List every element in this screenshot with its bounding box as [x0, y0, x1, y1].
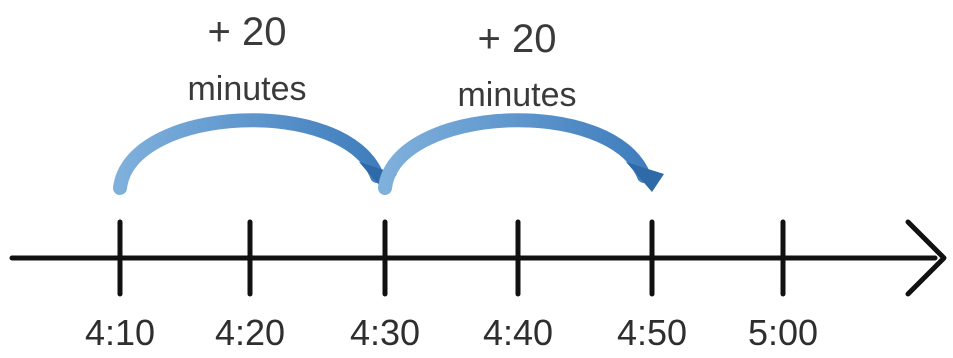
- jump-unit-label: minutes: [457, 76, 576, 114]
- jump-labels: + 20 minutes + 20 minutes: [187, 10, 576, 114]
- tick-label: 4:30: [350, 312, 420, 353]
- tick-label: 4:40: [483, 312, 553, 353]
- axis-arrowhead: [905, 219, 947, 297]
- tick-label: 4:20: [215, 312, 285, 353]
- tick-label: 5:00: [748, 312, 818, 353]
- tick-label: 4:50: [617, 312, 687, 353]
- jump-amount-label: + 20: [208, 10, 287, 54]
- jump-arc: [113, 113, 384, 195]
- tick-label: 4:10: [85, 312, 155, 353]
- jump-arrows: [113, 113, 664, 195]
- tick-labels: 4:10 4:20 4:30 4:40 4:50 5:00: [85, 312, 818, 353]
- jump-arrow: [378, 113, 664, 195]
- jump-arrowhead: [626, 162, 664, 192]
- jump-arc: [378, 113, 651, 195]
- jump-amount-label: + 20: [478, 17, 557, 61]
- jump-unit-label: minutes: [187, 70, 306, 108]
- tick-marks: [117, 219, 786, 297]
- jump-arrow: [113, 113, 397, 195]
